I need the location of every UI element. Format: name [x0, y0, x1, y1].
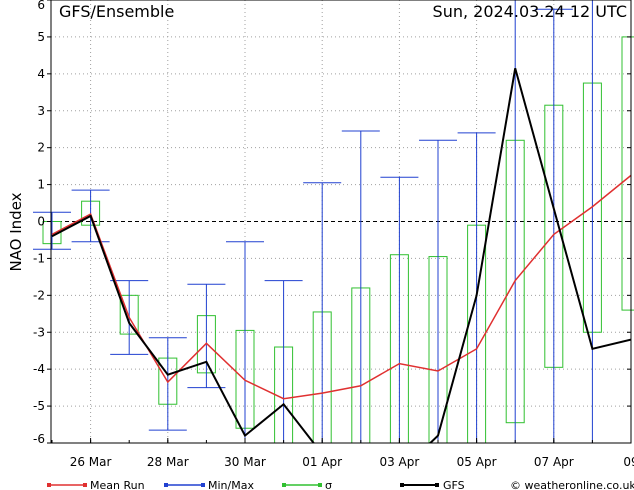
axes: -6 -5 -4 -3 -2 -1 0 1 2 3 4 5 6 26 Mar 28 Mar 30 Mar 01 …	[33, 0, 634, 469]
series-lines	[51, 68, 631, 443]
x-tick-label: 05 Apr	[457, 455, 497, 469]
x-tick-label: 01 Apr	[302, 455, 342, 469]
y-tick-label: 0	[37, 215, 45, 229]
y-tick-label: -3	[33, 325, 45, 339]
legend-sigma-label: σ	[325, 479, 332, 490]
plot-frame	[50, 0, 632, 444]
sigma-box	[621, 36, 634, 311]
legend-minmax-label: Min/Max	[208, 479, 254, 490]
credit-text: © weatheronline.co.uk	[510, 479, 634, 490]
chart-title: GFS/Ensemble	[59, 2, 174, 21]
x-tick-label: 07 Apr	[534, 455, 574, 469]
legend-marker	[47, 483, 51, 487]
legend-mean-label: Mean Run	[90, 479, 145, 490]
legend-gfs-label: GFS	[443, 479, 465, 490]
legend-marker	[201, 483, 205, 487]
gfs-line	[51, 68, 631, 443]
y-tick-label: -4	[33, 362, 45, 376]
sigma-boxes	[42, 36, 634, 444]
y-tick-label: -6	[33, 432, 45, 446]
y-tick-label: 3	[37, 104, 45, 118]
y-tick-label: -2	[33, 288, 45, 302]
y-tick-label: 1	[37, 178, 45, 192]
y-tick-label: -1	[33, 251, 45, 265]
run-timestamp: Sun, 2024.03.24 12 UTC	[433, 2, 627, 21]
legend-marker	[164, 483, 168, 487]
y-tick-label: -5	[33, 399, 45, 413]
y-tick-label: 5	[37, 30, 45, 44]
y-tick-label: 4	[37, 67, 45, 81]
x-tick-label: 28 Mar	[147, 455, 189, 469]
x-tick-label: 30 Mar	[224, 455, 266, 469]
legend-marker	[435, 483, 439, 487]
legend-marker	[400, 483, 404, 487]
x-tick-label: 09	[623, 455, 634, 469]
y-tick-label: 2	[37, 141, 45, 155]
legend-marker	[318, 483, 322, 487]
legend-marker	[282, 483, 286, 487]
legend-marker	[83, 483, 87, 487]
y-axis-label: NAO Index	[7, 192, 25, 271]
x-tick-label: 03 Apr	[379, 455, 419, 469]
legend: Mean Run Min/Max σ GFS © weatheronline.c…	[47, 479, 634, 490]
x-tick-label: 26 Mar	[70, 455, 112, 469]
grid-layer	[51, 0, 632, 443]
mean-run-line	[51, 174, 631, 400]
y-tick-label: 6	[37, 0, 45, 12]
